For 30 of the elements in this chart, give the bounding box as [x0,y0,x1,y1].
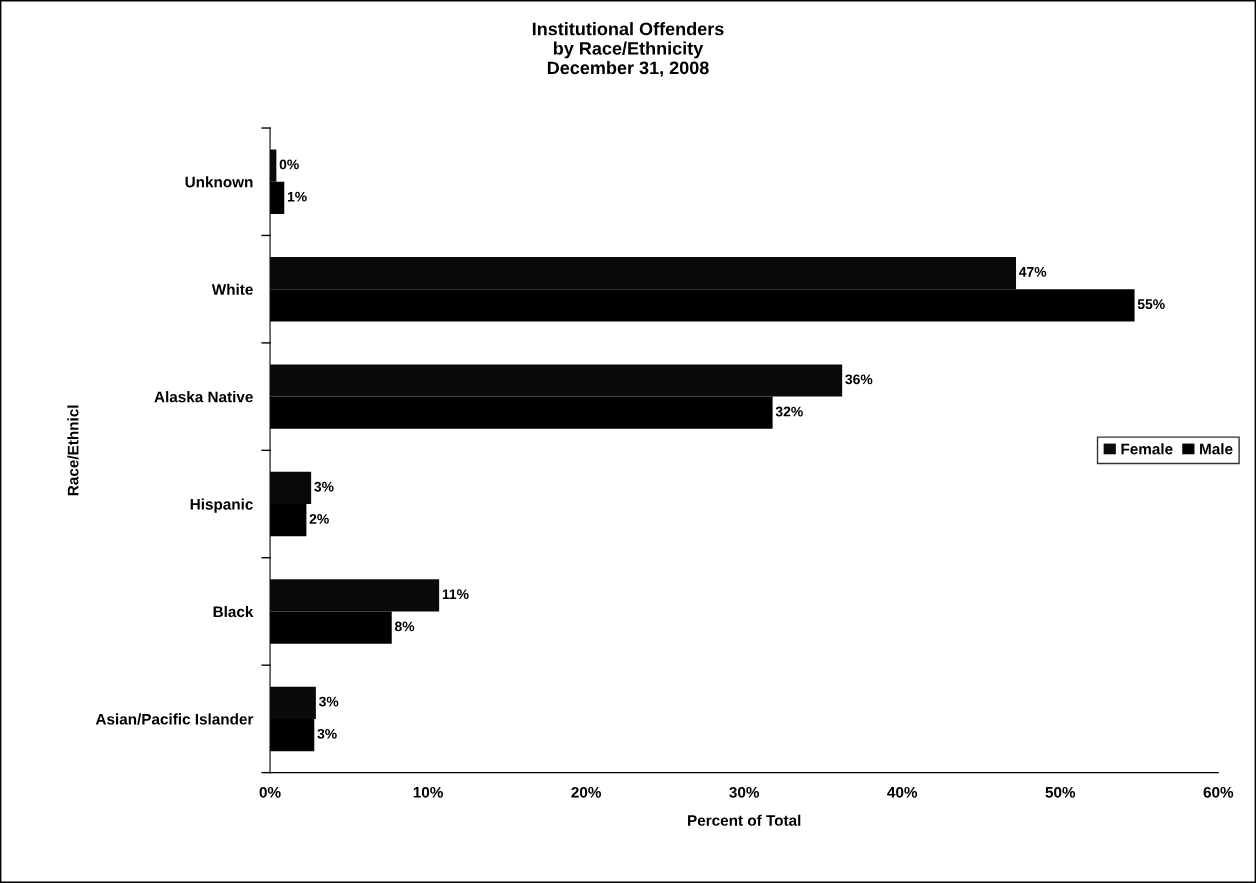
data-label: 0% [279,159,299,170]
y-tick-label: Asian/Pacific Islander [95,713,254,725]
y-tick-label: White [211,283,253,295]
legend-label: Female [1121,443,1173,455]
legend-label: Male [1200,443,1233,455]
chart-title: Institutional Offenders by Race/Ethnicity December 31, 2008 [532,22,724,77]
y-tick-label: Black [213,605,254,618]
data-label: 1% [287,191,307,202]
data-label: 3% [314,481,334,492]
y-axis-title: Race/Ethnicl [67,405,79,496]
data-label: 3% [318,696,339,707]
x-tick-label: 40% [887,786,918,798]
y-tick-label: Hispanic [190,498,253,513]
data-label: 8% [394,621,415,632]
data-label: 36% [845,374,873,385]
data-label: 47% [1019,267,1047,277]
x-tick-label: 50% [1045,786,1076,798]
y-tick-label: Unknown [185,176,253,188]
x-tick-label: 0% [259,786,281,798]
x-tick-label: 30% [729,786,760,798]
data-label: 32% [775,406,803,417]
data-label: 2% [309,514,329,524]
y-tick-label: Alaska Native [154,391,253,403]
x-axis-title: Percent of Total [688,814,801,826]
data-label: 11% [442,589,469,600]
x-tick-label: 20% [571,786,602,798]
data-label: 3% [317,728,337,739]
x-tick-label: 60% [1203,786,1234,798]
data-label: 55% [1137,299,1165,310]
x-tick-label: 10% [413,786,443,798]
